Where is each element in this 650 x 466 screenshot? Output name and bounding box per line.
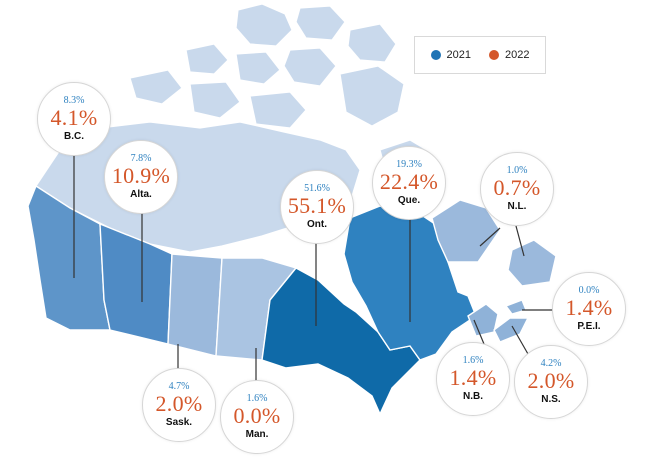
value-2021: 0.0% bbox=[578, 285, 600, 296]
province-label: Alta. bbox=[130, 189, 152, 200]
value-2022: 2.0% bbox=[527, 368, 575, 393]
value-2021: 51.6% bbox=[304, 183, 330, 194]
value-2021: 1.0% bbox=[506, 165, 528, 176]
legend-label-2022: 2022 bbox=[505, 49, 530, 61]
province-label: B.C. bbox=[64, 131, 84, 142]
province-label: Ont. bbox=[307, 219, 327, 230]
leader-line-nl-island bbox=[515, 225, 525, 257]
leader-line-nb bbox=[473, 319, 485, 345]
value-2022: 22.4% bbox=[379, 169, 439, 194]
province-ns bbox=[493, 317, 530, 343]
province-label: N.L. bbox=[507, 201, 527, 212]
arctic-island bbox=[235, 51, 281, 85]
arctic-island bbox=[347, 23, 397, 63]
legend-swatch-2021 bbox=[430, 50, 441, 60]
value-2022: 0.0% bbox=[233, 403, 281, 428]
province-label: N.B. bbox=[463, 391, 483, 402]
bubble-nb: 1.6% 1.4% N.B. bbox=[436, 342, 510, 416]
value-2022: 1.4% bbox=[449, 365, 497, 390]
arctic-island bbox=[339, 65, 405, 127]
province-nb bbox=[467, 303, 499, 337]
province-pei bbox=[504, 299, 527, 315]
province-sask bbox=[167, 253, 223, 357]
value-2022: 0.7% bbox=[493, 175, 541, 200]
value-2022: 10.9% bbox=[111, 163, 171, 188]
province-bc bbox=[27, 184, 111, 331]
province-nl-labrador bbox=[431, 199, 501, 263]
bubble-ns: 4.2% 2.0% N.S. bbox=[514, 345, 588, 419]
province-ont bbox=[261, 267, 421, 416]
province-label: Man. bbox=[245, 429, 269, 440]
province-label: Que. bbox=[397, 195, 421, 206]
arctic-island bbox=[283, 47, 337, 87]
value-2021: 1.6% bbox=[246, 393, 268, 404]
value-2021: 8.3% bbox=[63, 95, 85, 106]
arctic-island bbox=[295, 5, 346, 41]
arctic-island bbox=[189, 81, 241, 119]
bubble-pei: 0.0% 1.4% P.E.I. bbox=[552, 272, 626, 346]
arctic-island bbox=[129, 69, 183, 105]
bubble-alta: 7.8% 10.9% Alta. bbox=[104, 140, 178, 214]
leader-line-ns bbox=[511, 325, 529, 355]
arctic-island bbox=[249, 91, 307, 129]
leader-line-nl bbox=[479, 227, 501, 247]
province-label: P.E.I. bbox=[577, 321, 601, 332]
value-2021: 4.7% bbox=[168, 381, 190, 392]
legend-label-2021: 2021 bbox=[446, 49, 471, 61]
value-2022: 55.1% bbox=[287, 193, 347, 218]
bubble-que: 19.3% 22.4% Que. bbox=[372, 146, 446, 220]
value-2022: 2.0% bbox=[155, 391, 203, 416]
legend-item-2022: 2022 bbox=[489, 49, 529, 61]
legend-item-2021: 2021 bbox=[430, 49, 471, 61]
legend: 2021 2022 bbox=[414, 36, 546, 74]
bubble-sask: 4.7% 2.0% Sask. bbox=[142, 368, 216, 442]
legend-swatch-2022 bbox=[489, 50, 499, 60]
province-nl-island bbox=[507, 239, 557, 287]
province-label: N.S. bbox=[541, 394, 561, 405]
bubble-bc: 8.3% 4.1% B.C. bbox=[37, 82, 111, 156]
bubble-ont: 51.6% 55.1% Ont. bbox=[280, 170, 354, 244]
bubble-man: 1.6% 0.0% Man. bbox=[220, 380, 294, 454]
province-label: Sask. bbox=[165, 417, 193, 428]
bubble-nl: 1.0% 0.7% N.L. bbox=[480, 152, 554, 226]
value-2021: 7.8% bbox=[130, 153, 152, 164]
value-2021: 1.6% bbox=[462, 355, 484, 366]
arctic-island bbox=[185, 43, 229, 75]
value-2022: 4.1% bbox=[50, 105, 98, 130]
value-2021: 19.3% bbox=[396, 159, 422, 170]
value-2022: 1.4% bbox=[565, 295, 613, 320]
arctic-island bbox=[235, 3, 293, 47]
value-2021: 4.2% bbox=[540, 358, 562, 369]
